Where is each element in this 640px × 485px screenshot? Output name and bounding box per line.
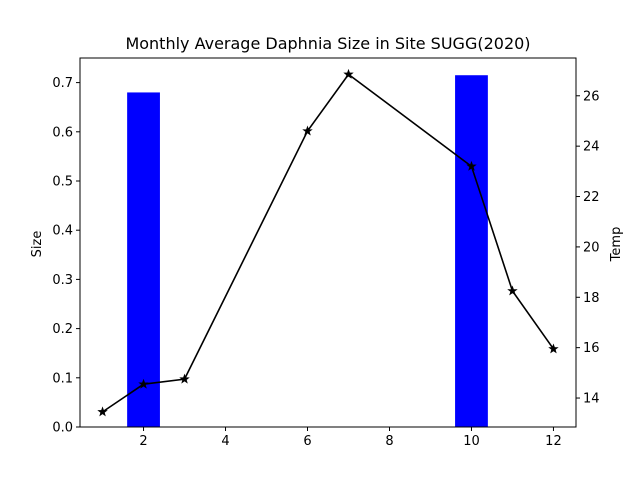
temp-point-2 (138, 378, 149, 389)
y-tick-label-right-26: 26 (583, 89, 600, 104)
x-tick-label-8: 8 (385, 434, 393, 449)
y-tick-label-right-20: 20 (583, 240, 600, 255)
y-axis-label-left: Size (30, 231, 45, 258)
temp-point-3 (179, 373, 190, 384)
temp-point-12 (548, 343, 559, 354)
y-tick-label-left-0.4: 0.4 (52, 224, 73, 239)
y-tick-label-right-18: 18 (583, 291, 600, 306)
y-tick-label-left-0.3: 0.3 (52, 273, 73, 288)
y-tick-label-right-24: 24 (583, 140, 600, 155)
temp-point-11 (507, 285, 518, 296)
ticks-layer: 2 4 6 8 10 120.00.10.20.30.40.50.60.714161820… (52, 76, 599, 449)
bar-10 (455, 75, 488, 427)
x-tick-label-10: 10 (463, 434, 480, 449)
bars-layer (127, 75, 488, 427)
y-tick-label-left-0.7: 0.7 (52, 76, 73, 91)
x-tick-label-12: 12 (545, 434, 562, 449)
temp-point-1 (97, 406, 108, 417)
temp-point-6 (302, 125, 313, 136)
y-axis-label-right: Temp (609, 227, 624, 263)
temp-point-10 (466, 160, 477, 171)
y-tick-label-left-0.2: 0.2 (52, 322, 73, 337)
y-tick-label-left-0.1: 0.1 (52, 371, 73, 386)
y-tick-label-right-22: 22 (583, 190, 600, 205)
y-tick-label-right-16: 16 (583, 341, 600, 356)
temp-line (102, 73, 555, 413)
y-tick-label-left-0.5: 0.5 (52, 175, 73, 190)
y-tick-label-right-14: 14 (583, 392, 600, 407)
bar-2 (127, 92, 160, 427)
temp-point-7 (343, 68, 354, 79)
line-series (97, 68, 559, 417)
y-tick-label-left-0.6: 0.6 (52, 125, 73, 140)
plot-frame (79, 57, 577, 428)
x-tick-label-6: 6 (303, 434, 311, 449)
x-tick-label-4: 4 (221, 434, 229, 449)
x-tick-label-2: 2 (139, 434, 147, 449)
y-tick-label-left-0: 0.0 (52, 421, 73, 436)
chart-title: Monthly Average Daphnia Size in Site SUG… (125, 34, 530, 53)
